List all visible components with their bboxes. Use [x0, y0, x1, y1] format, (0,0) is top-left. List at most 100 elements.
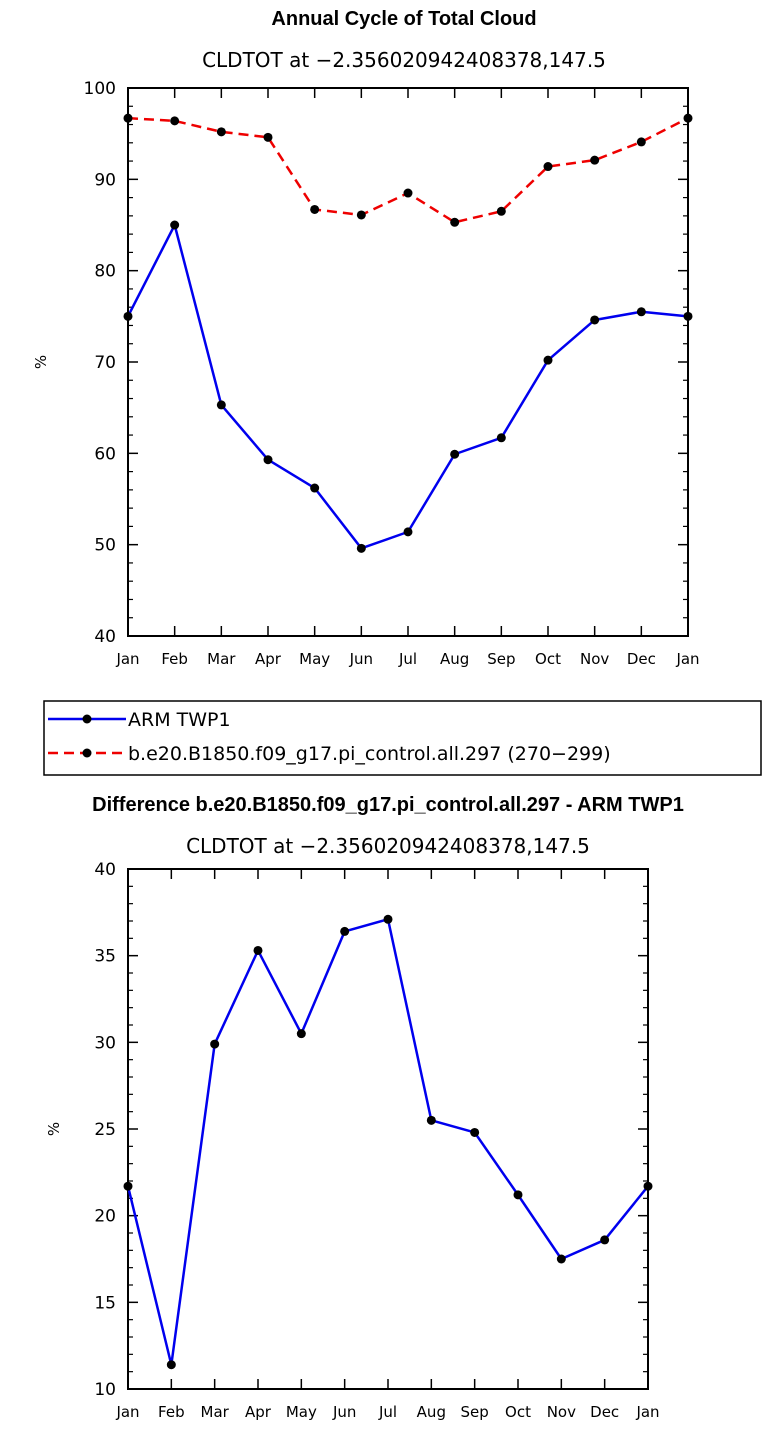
- chart1-xtick-label: May: [299, 650, 330, 668]
- chart1-axes: 40 50 60 70 80 90 100 Jan Feb Mar Apr May Jun Jul Aug S…: [84, 79, 700, 668]
- legend-box: [43, 700, 762, 776]
- chart2-data-point: [556, 1254, 566, 1264]
- chart2-ytick-label: 15: [94, 1293, 116, 1313]
- chart1-data-point: [170, 220, 180, 230]
- legend-swatch-marker: [82, 748, 92, 758]
- chart1-data-point: [543, 355, 553, 365]
- chart1-data-point: [263, 132, 273, 142]
- chart1-series-line-1: [127, 116, 689, 224]
- chart1-data-point: [496, 433, 506, 443]
- chart2-xtick-label: Jul: [378, 1403, 397, 1421]
- chart2-xtick-label: Oct: [505, 1403, 531, 1421]
- chart2-ytick-label: 20: [94, 1207, 116, 1227]
- legend: ARM TWP1 b.e20.B1850.f09_g17.pi_control.a…: [48, 709, 611, 765]
- chart2-series-line-0: [126, 918, 649, 1366]
- chart1-xtick-label: Jul: [398, 650, 417, 668]
- chart2-plot-area: [123, 914, 653, 1370]
- chart2-xtick-label: Jan: [115, 1403, 139, 1421]
- chart1-xtick-label: Aug: [440, 650, 469, 668]
- chart2-xtick-label: Aug: [417, 1403, 446, 1421]
- chart2-ytick-label: 25: [94, 1120, 116, 1140]
- chart1-data-point: [496, 206, 506, 216]
- chart2-xtick-label: May: [286, 1403, 317, 1421]
- chart1-data-point: [123, 311, 133, 321]
- chart2-data-point: [253, 945, 263, 955]
- chart1-data-point: [216, 400, 226, 410]
- chart2-data-point: [643, 1181, 653, 1191]
- chart2-data-point: [513, 1190, 523, 1200]
- chart2-ylabel: %: [45, 1122, 63, 1136]
- chart1-ytick-label: 80: [94, 262, 116, 282]
- chart1-data-point: [636, 137, 646, 147]
- chart1-xtick-label: Jan: [115, 650, 139, 668]
- chart1-title: Annual Cycle of Total Cloud: [271, 8, 536, 30]
- chart1-data-point: [450, 217, 460, 227]
- chart1-xtick-label: Feb: [161, 650, 188, 668]
- chart1-xtick-label: Nov: [580, 650, 609, 668]
- chart2-xtick-label: Mar: [201, 1403, 230, 1421]
- chart1-data-point: [590, 315, 600, 325]
- chart1-data-point: [543, 162, 553, 172]
- chart1-data-point: [683, 311, 693, 321]
- chart2-ytick-label: 30: [94, 1033, 116, 1053]
- legend-label-1: b.e20.B1850.f09_g17.pi_control.all.297 (…: [128, 743, 611, 765]
- chart1-xtick-label: Apr: [255, 650, 282, 668]
- chart1-plot-area: [123, 113, 693, 553]
- chart2-ytick-label: 35: [94, 947, 116, 967]
- chart1-data-point: [356, 210, 366, 220]
- chart1-data-point: [590, 155, 600, 165]
- chart1-xtick-label: Jun: [349, 650, 373, 668]
- chart1-series-line-0: [126, 223, 689, 550]
- chart2-xtick-label: Feb: [158, 1403, 185, 1421]
- chart1-data-point: [636, 307, 646, 317]
- chart2-data-point: [123, 1181, 133, 1191]
- chart2-data-point: [426, 1115, 436, 1125]
- chart2-title: Difference b.e20.B1850.f09_g17.pi_contro…: [92, 794, 684, 816]
- chart1-ytick-label: 100: [84, 79, 116, 99]
- chart1-xtick-label: Mar: [207, 650, 236, 668]
- legend-label-0: ARM TWP1: [128, 709, 231, 731]
- chart1-data-point: [263, 455, 273, 465]
- chart2-data-point: [470, 1127, 480, 1137]
- chart2-xtick-label: Apr: [245, 1403, 272, 1421]
- chart2-data-point: [600, 1235, 610, 1245]
- chart2-data-point: [340, 926, 350, 936]
- chart2-xtick-label: Sep: [461, 1403, 489, 1421]
- chart1-xtick-label: Dec: [627, 650, 656, 668]
- chart1-data-point: [310, 204, 320, 214]
- chart2-subtitle: CLDTOT at −2.356020942408378,147.5: [186, 834, 590, 858]
- chart2-ytick-label: 10: [94, 1380, 116, 1400]
- chart1-subtitle: CLDTOT at −2.356020942408378,147.5: [202, 48, 606, 72]
- chart1-ytick-label: 40: [94, 627, 116, 647]
- chart2-xtick-label: Jan: [635, 1403, 659, 1421]
- chart2-data-point: [210, 1039, 220, 1049]
- chart1-xtick-label: Jan: [675, 650, 699, 668]
- chart2-xtick-label: Nov: [547, 1403, 576, 1421]
- chart1-data-point: [123, 113, 133, 123]
- chart1-ytick-label: 70: [94, 353, 116, 373]
- chart1-data-point: [450, 449, 460, 459]
- chart1-xtick-label: Sep: [487, 650, 515, 668]
- chart1-data-point: [310, 483, 320, 493]
- chart2-data-point: [166, 1360, 176, 1370]
- chart1-data-point: [216, 127, 226, 137]
- chart1-xtick-label: Oct: [535, 650, 561, 668]
- legend-swatch-marker: [82, 714, 92, 724]
- chart2-plot-frame: [127, 868, 649, 1390]
- chart1-ytick-label: 50: [94, 536, 116, 556]
- chart2-xtick-label: Jun: [332, 1403, 356, 1421]
- chart1-ytick-label: 60: [94, 444, 116, 464]
- chart1-ylabel: %: [32, 355, 50, 369]
- chart1-data-point: [403, 527, 413, 537]
- chart2-data-point: [296, 1029, 306, 1039]
- chart1-data-point: [356, 543, 366, 553]
- chart2-ytick-label: 40: [94, 860, 116, 880]
- chart2-axes: 10 15 20 25 30 35 40 Jan Feb Mar Apr May Jun Jul Aug Se…: [94, 860, 659, 1421]
- chart2-data-point: [383, 914, 393, 924]
- chart1-plot-frame: [127, 87, 689, 637]
- chart1-data-point: [170, 116, 180, 126]
- chart1-data-point: [403, 188, 413, 198]
- chart1-data-point: [683, 113, 693, 123]
- chart1-ytick-label: 90: [94, 170, 116, 190]
